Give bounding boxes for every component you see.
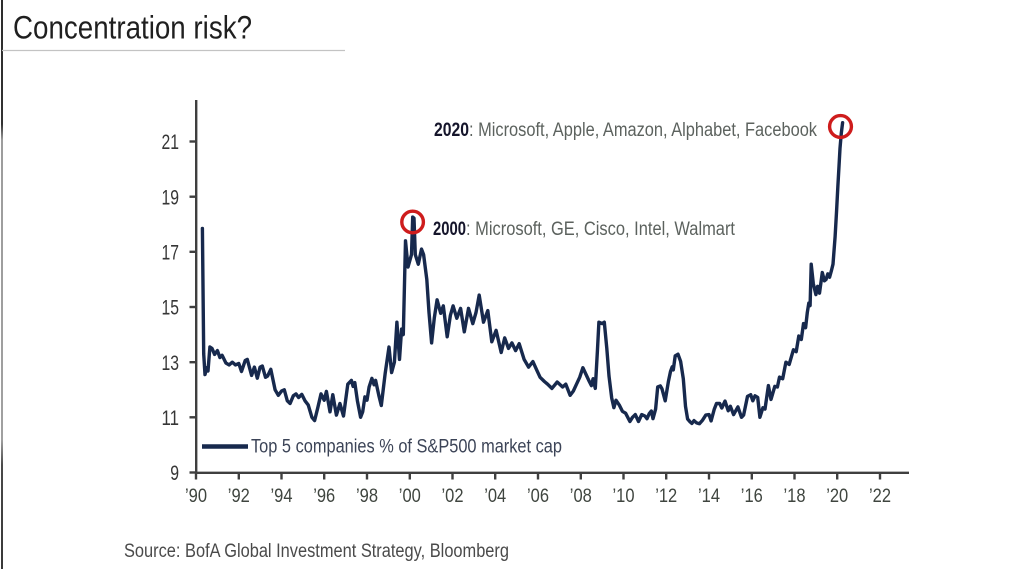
svg-text:’96: ’96 [313, 485, 335, 507]
svg-text:’18: ’18 [784, 485, 806, 507]
svg-text:21: 21 [162, 130, 180, 154]
svg-text:Top 5 companies % of S&P500 ma: Top 5 companies % of S&P500 market cap [251, 437, 562, 458]
svg-text:’12: ’12 [655, 485, 677, 507]
svg-text:11: 11 [162, 406, 180, 430]
svg-text:’90: ’90 [185, 485, 207, 507]
svg-text:13: 13 [162, 351, 180, 375]
svg-text:’14: ’14 [698, 485, 720, 507]
svg-text:: Microsoft, GE, Cisco, Intel,: : Microsoft, GE, Cisco, Intel, Walmart [466, 219, 736, 240]
svg-text:: Microsoft, Apple, Amazon, Al: : Microsoft, Apple, Amazon, Alphabet, Fa… [469, 120, 817, 141]
svg-text:’20: ’20 [826, 485, 848, 507]
svg-text:’92: ’92 [228, 485, 250, 507]
svg-text:’06: ’06 [527, 485, 549, 507]
svg-text:2000: 2000 [433, 219, 466, 240]
svg-text:Source: BofA Global Investment: Source: BofA Global Investment Strategy,… [124, 541, 509, 562]
svg-text:’08: ’08 [570, 485, 592, 507]
svg-text:’10: ’10 [613, 485, 635, 507]
svg-text:9: 9 [170, 461, 179, 485]
svg-text:Concentration risk?: Concentration risk? [13, 10, 252, 46]
svg-text:2020: 2020 [434, 120, 469, 141]
svg-text:17: 17 [162, 241, 180, 265]
svg-text:’22: ’22 [869, 485, 891, 507]
svg-text:’02: ’02 [442, 485, 464, 507]
svg-text:’00: ’00 [399, 485, 421, 507]
svg-text:’98: ’98 [356, 485, 378, 507]
svg-text:’04: ’04 [484, 485, 506, 507]
svg-text:19: 19 [162, 185, 180, 209]
svg-text:’94: ’94 [271, 485, 293, 507]
svg-text:15: 15 [162, 296, 180, 320]
svg-text:’16: ’16 [741, 485, 763, 507]
